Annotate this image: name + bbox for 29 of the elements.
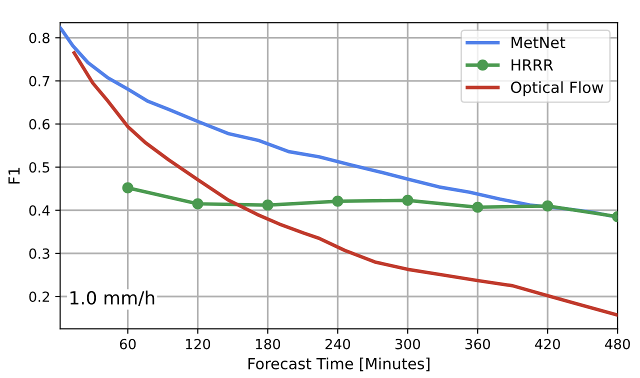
legend-label: HRRR bbox=[512, 59, 554, 70]
point bbox=[542, 200, 554, 212]
point bbox=[262, 200, 274, 211]
x-tick-label: 480 bbox=[605, 338, 630, 350]
point bbox=[472, 202, 484, 213]
x-tick-label: 240 bbox=[325, 338, 350, 350]
y-tick-label: 0.3 bbox=[29, 248, 50, 259]
y-tick-label: 0.8 bbox=[29, 32, 50, 44]
x-tick-label: 300 bbox=[395, 338, 420, 350]
point bbox=[122, 182, 134, 194]
y-axis-title: F1 bbox=[8, 168, 20, 184]
x-tick-label: 420 bbox=[535, 338, 560, 350]
y-tick-label: 0.7 bbox=[29, 76, 50, 86]
y-tick-label: 0.6 bbox=[29, 118, 50, 130]
legend-label: MetNet bbox=[512, 36, 566, 48]
x-tick-label: 180 bbox=[256, 338, 280, 350]
point bbox=[332, 196, 344, 207]
y-tick-label: 0.4 bbox=[29, 205, 50, 216]
point bbox=[402, 194, 414, 206]
line-series bbox=[72, 51, 618, 317]
x-tick-label: 360 bbox=[465, 338, 490, 350]
point bbox=[192, 198, 204, 210]
y-tick-label: 0.5 bbox=[29, 162, 50, 173]
legend-label: Optical Flow bbox=[511, 81, 604, 96]
x-tick-label: 60 bbox=[120, 338, 136, 350]
x-axis-title: Forecast Time [Minutes] bbox=[248, 358, 430, 372]
y-tick-label: 0.2 bbox=[29, 291, 50, 302]
x-tick-label: 120 bbox=[186, 338, 210, 350]
annotation: 1.0 mm/h bbox=[70, 290, 154, 306]
